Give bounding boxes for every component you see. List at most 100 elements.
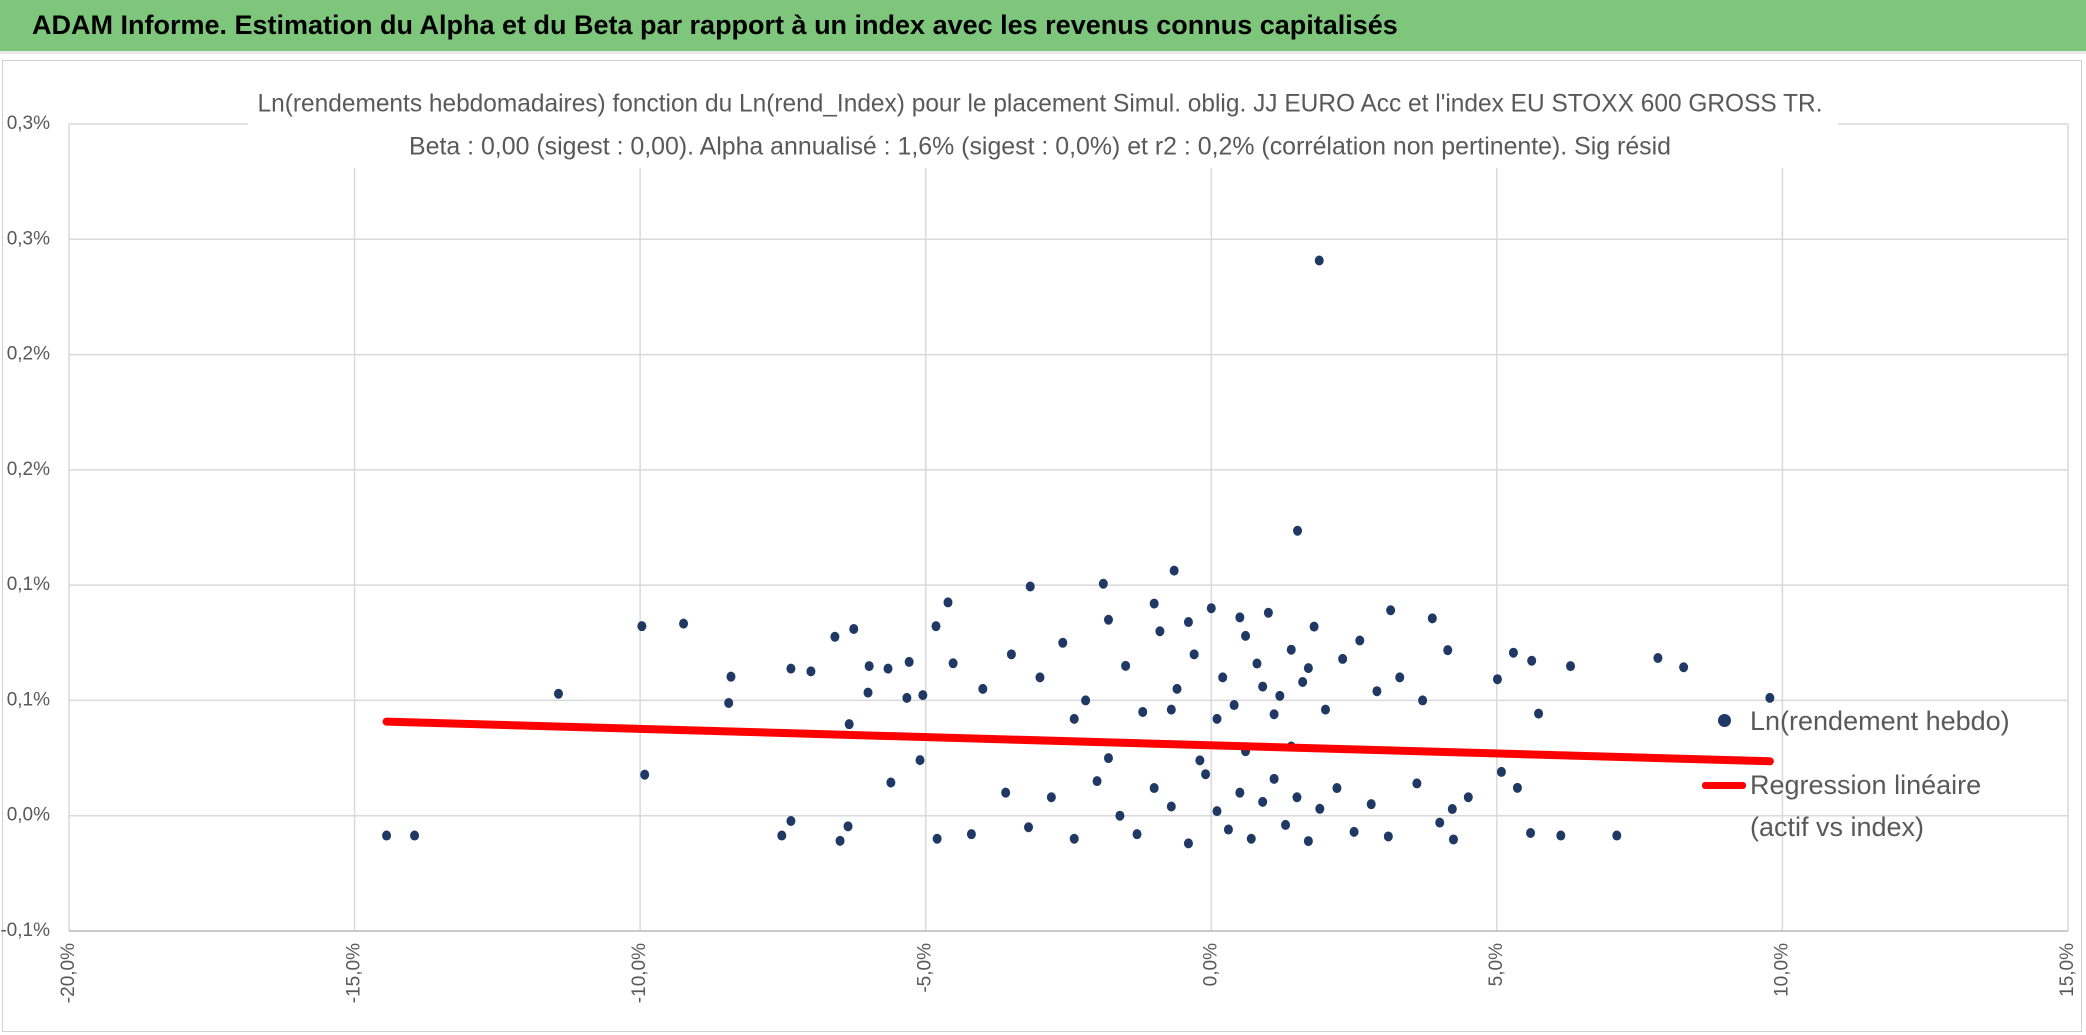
scatter-point [1447,804,1457,815]
y-tick-label: 0,2% [7,344,50,365]
scatter-point [1332,783,1342,794]
scatter-point [1508,647,1518,658]
scatter-point [1166,704,1176,715]
scatter-point [1349,826,1359,837]
scatter-point [1526,828,1536,839]
scatter-point [1006,649,1016,660]
legend-item: Regression linéaire (actif vs index) [1700,764,2030,848]
scatter-point [1303,663,1313,674]
legend-item: Ln(rendement hebdo) [1700,700,2030,742]
y-tick-label: 0,0% [7,805,50,826]
scatter-point [844,719,854,730]
scatter-point [1263,607,1273,618]
scatter-point [1223,824,1233,835]
scatter-point [1315,803,1325,814]
x-tick-label: -5,0% [915,943,936,993]
y-tick-label: 0,2% [7,459,50,480]
scatter-point [883,663,893,674]
scatter-point [1235,787,1245,798]
scatter-point [1298,676,1308,687]
scatter-point [1183,838,1193,849]
scatter-point [1195,755,1205,766]
scatter-point [777,830,787,841]
regression-line [382,717,1774,766]
scatter-point [1166,801,1176,812]
scatter-point [1103,753,1113,764]
scatter-point [1286,644,1296,655]
scatter-point [1321,704,1331,715]
scatter-point [1679,662,1689,673]
scatter-point [1024,822,1034,833]
scatter-point [886,777,896,788]
scatter-point [904,656,914,667]
scatter-point [931,621,941,632]
y-tick-label: 0,1% [7,689,50,710]
scatter-point [1275,690,1285,701]
scatter-point [726,671,736,682]
scatter-point [1201,769,1211,780]
scatter-point [843,821,853,832]
scatter-point [1612,830,1622,841]
scatter-point [966,829,976,840]
scatter-point [1189,649,1199,660]
scatter-point [864,661,874,672]
scatter-point [943,597,953,608]
y-tick-label: -0,1% [0,920,50,941]
scatter-point [637,621,647,632]
scatter-point [724,697,734,708]
x-tick-label: 5,0% [1486,943,1507,986]
scatter-point [1098,578,1108,589]
scatter-point [1463,792,1473,803]
scatter-point [1314,255,1324,266]
scatter-point [863,687,873,698]
scatter-point [1115,810,1125,821]
scatter-point [1496,766,1506,777]
scatter-point [786,663,796,674]
scatter-point [1512,782,1522,793]
scatter-point [1069,713,1079,724]
y-tick-label: 0,3% [7,228,50,249]
legend-label: Ln(rendement hebdo) [1750,706,2010,736]
scatter-point [1081,695,1091,706]
scatter-point [1235,612,1245,623]
scatter-point [1443,645,1453,656]
header-title: ADAM Informe. Estimation du Alpha et du … [32,10,1398,40]
scatter-point [1269,773,1279,784]
scatter-point [1058,637,1068,648]
scatter-point [1149,783,1159,794]
scatter-point [1206,603,1216,614]
scatter-point [1246,833,1256,844]
scatter-point [1241,630,1251,641]
scatter-point [1492,674,1502,685]
scatter-point [1172,683,1182,694]
scatter-point [1293,525,1303,536]
scatter-point [1103,614,1113,625]
x-tick-label: 10,0% [1771,943,1792,997]
chart-subtitle: Beta : 0,00 (sigest : 0,00). Alpha annua… [409,133,1671,161]
scatter-point [1534,708,1544,719]
scatter-point [1765,692,1775,703]
scatter-point [1338,653,1348,664]
header-bar: ADAM Informe. Estimation du Alpha et du … [0,0,2086,54]
scatter-point [1412,778,1422,789]
scatter-point [640,769,650,780]
y-tick-label: 0,1% [7,574,50,595]
scatter-point [1303,836,1313,847]
chart-title: Ln(rendements hebdomadaires) fonction du… [258,90,1823,118]
scatter-point [948,658,958,669]
x-tick-label: 15,0% [2057,943,2078,997]
scatter-point [932,833,942,844]
scatter-point [1025,581,1035,592]
x-tick-label: 0,0% [1200,943,1221,986]
scatter-point [1383,831,1393,842]
scatter-point [1309,621,1319,632]
scatter-point [1229,700,1239,711]
scatter-point [1252,658,1262,669]
scatter-point [1138,706,1148,717]
scatter-point [1092,776,1102,787]
scatter-point [410,830,420,841]
scatter-point [679,618,689,629]
scatter-point [1527,655,1537,666]
